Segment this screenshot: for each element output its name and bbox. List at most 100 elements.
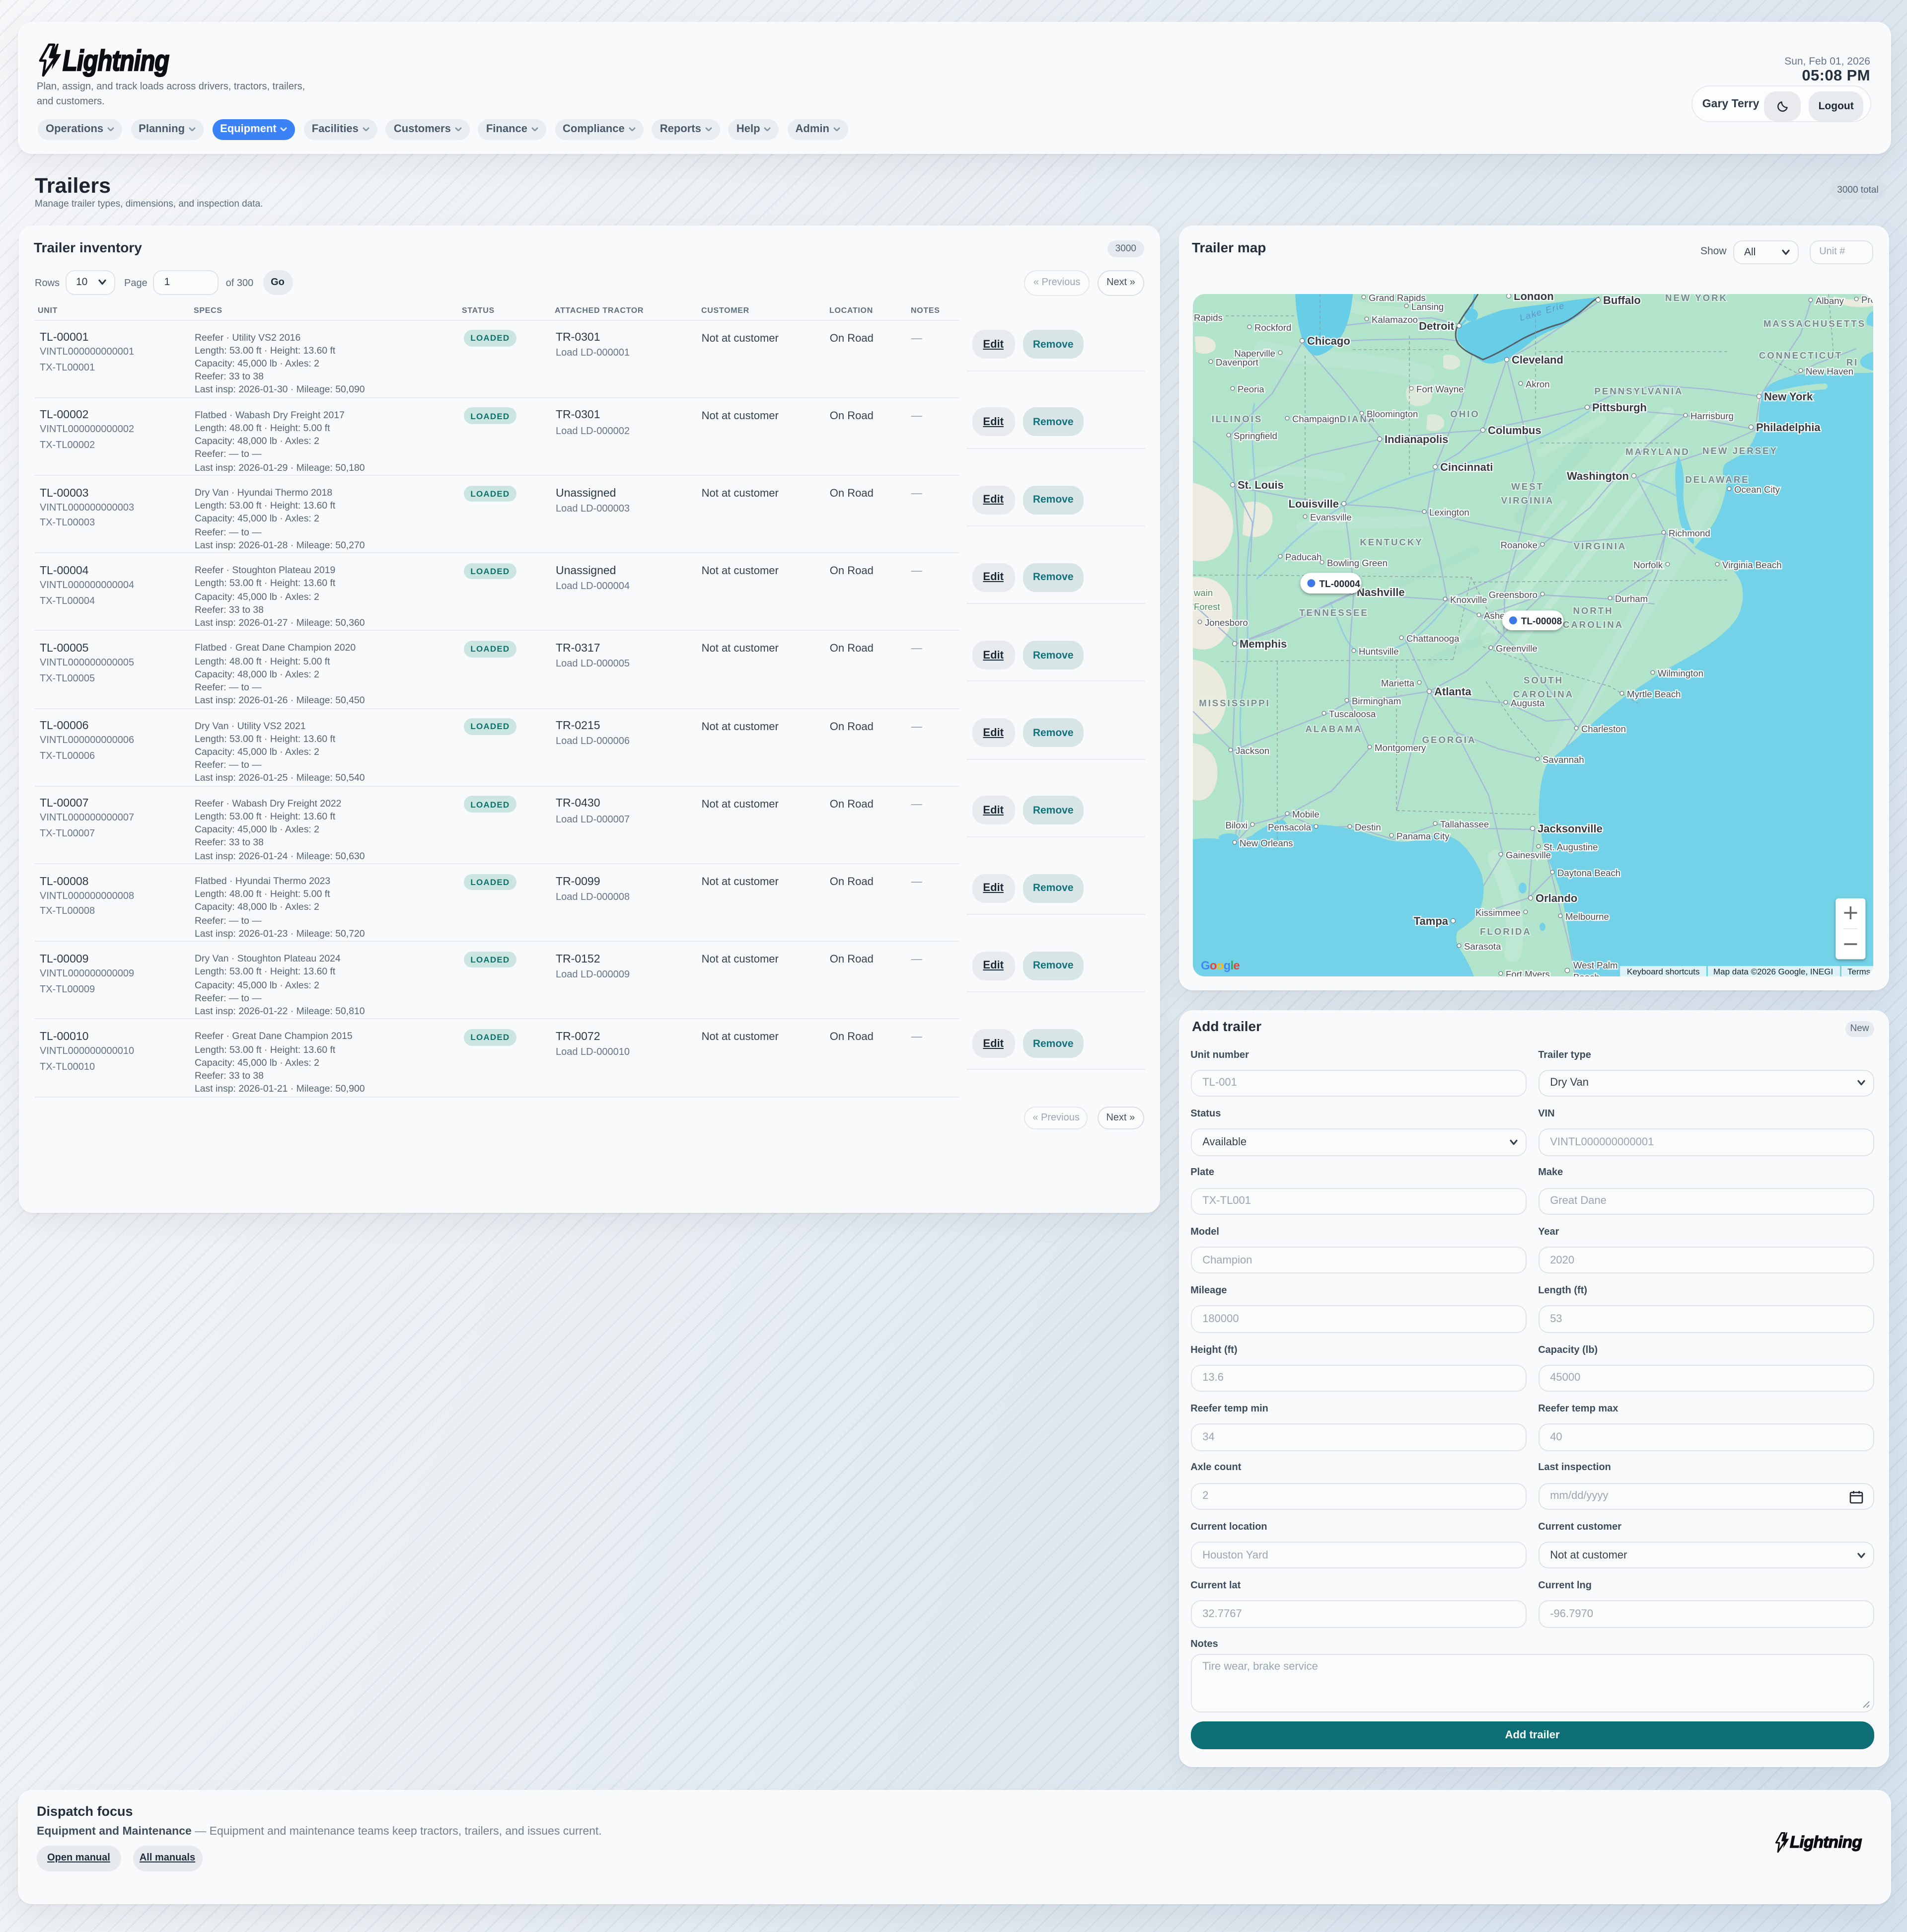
svg-text:Rapids: Rapids	[1194, 312, 1223, 323]
svg-text:Huntsville: Huntsville	[1359, 646, 1399, 657]
svg-text:NORTH: NORTH	[1573, 605, 1614, 616]
svg-text:Jacksonville: Jacksonville	[1538, 822, 1603, 835]
svg-text:Fort Myers: Fort Myers	[1506, 969, 1550, 976]
svg-text:Wilmington: Wilmington	[1658, 668, 1704, 678]
svg-text:St. Louis: St. Louis	[1238, 479, 1284, 491]
svg-text:Pensacola: Pensacola	[1268, 822, 1312, 832]
svg-text:Columbus: Columbus	[1488, 424, 1542, 437]
svg-text:Mobile: Mobile	[1293, 809, 1320, 819]
svg-text:CAROLINA: CAROLINA	[1514, 689, 1574, 699]
svg-text:Forest: Forest	[1194, 601, 1221, 612]
svg-text:KENTUCKY: KENTUCKY	[1360, 537, 1423, 547]
svg-text:MARYLAND: MARYLAND	[1626, 446, 1690, 457]
svg-text:New Haven: New Haven	[1806, 366, 1854, 376]
svg-text:SOUTH: SOUTH	[1524, 675, 1564, 685]
svg-text:Cleveland: Cleveland	[1512, 354, 1564, 366]
svg-text:Springfield: Springfield	[1234, 431, 1278, 441]
svg-text:Evansville: Evansville	[1311, 512, 1352, 522]
svg-text:Myrtle Beach: Myrtle Beach	[1627, 689, 1682, 699]
svg-text:Orlando: Orlando	[1536, 892, 1578, 904]
svg-text:FLORIDA: FLORIDA	[1480, 926, 1532, 937]
svg-text:Champaign: Champaign	[1293, 414, 1340, 424]
svg-text:PENNSYLVANIA: PENNSYLVANIA	[1595, 386, 1684, 396]
svg-text:NEW JERSEY: NEW JERSEY	[1703, 446, 1778, 456]
svg-text:Jonesboro: Jonesboro	[1205, 617, 1248, 628]
svg-text:TENNESSEE: TENNESSEE	[1300, 607, 1369, 618]
svg-text:Jackson: Jackson	[1236, 745, 1270, 756]
svg-text:CONNECTICUT: CONNECTICUT	[1759, 350, 1842, 361]
svg-text:Panama City: Panama City	[1397, 831, 1450, 841]
svg-text:Tallahassee: Tallahassee	[1441, 819, 1489, 829]
svg-text:Savannah: Savannah	[1543, 754, 1585, 765]
svg-text:Marietta: Marietta	[1381, 678, 1415, 688]
svg-text:Fort Wayne: Fort Wayne	[1417, 384, 1464, 394]
svg-text:Tampa: Tampa	[1414, 915, 1449, 927]
svg-text:St. Augustine: St. Augustine	[1544, 842, 1599, 852]
svg-text:Chicago: Chicago	[1308, 335, 1351, 347]
svg-text:Birmingham: Birmingham	[1352, 696, 1401, 706]
svg-text:DELAWARE: DELAWARE	[1686, 474, 1750, 485]
svg-text:London: London	[1514, 294, 1554, 302]
svg-text:INDIANA: INDIANA	[1327, 414, 1376, 424]
svg-text:Philadelphia: Philadelphia	[1757, 421, 1821, 434]
svg-text:Indianapolis: Indianapolis	[1385, 433, 1449, 446]
svg-text:VIRGINIA: VIRGINIA	[1574, 541, 1627, 551]
svg-text:Bowling Green: Bowling Green	[1327, 558, 1388, 568]
svg-text:OHIO: OHIO	[1451, 409, 1480, 419]
svg-text:ILLINOIS: ILLINOIS	[1212, 414, 1263, 424]
svg-text:Cincinnati: Cincinnati	[1441, 461, 1493, 473]
svg-text:Detroit: Detroit	[1419, 320, 1455, 332]
svg-text:New York: New York	[1764, 390, 1814, 403]
svg-text:Peoria: Peoria	[1238, 384, 1265, 394]
svg-text:West Palm: West Palm	[1574, 960, 1618, 970]
svg-text:Terms: Terms	[1848, 967, 1871, 976]
svg-text:MASSACHUSETTS: MASSACHUSETTS	[1763, 318, 1866, 329]
svg-text:Durham: Durham	[1615, 594, 1648, 604]
svg-text:Keyboard shortcuts: Keyboard shortcuts	[1627, 967, 1700, 976]
svg-text:Sarasota: Sarasota	[1465, 941, 1502, 952]
svg-text:Buffalo: Buffalo	[1604, 294, 1641, 306]
svg-text:TL-00004: TL-00004	[1320, 579, 1361, 590]
svg-text:Norfolk: Norfolk	[1634, 560, 1664, 570]
svg-text:Nashville: Nashville	[1357, 586, 1405, 598]
svg-text:Gainesville: Gainesville	[1506, 850, 1551, 860]
svg-text:Atlanta: Atlanta	[1435, 685, 1472, 698]
svg-text:Paducah: Paducah	[1286, 552, 1322, 562]
svg-text:Rockford: Rockford	[1255, 322, 1292, 333]
svg-text:VIRGINIA: VIRGINIA	[1501, 495, 1554, 506]
svg-text:Beach: Beach	[1574, 972, 1600, 976]
svg-text:Montgomery: Montgomery	[1375, 743, 1427, 753]
svg-text:Google: Google	[1201, 959, 1240, 972]
svg-text:Daytona Beach: Daytona Beach	[1558, 868, 1621, 878]
svg-text:Biloxi: Biloxi	[1226, 820, 1247, 830]
svg-text:Richmond: Richmond	[1669, 528, 1711, 538]
svg-text:Greenville: Greenville	[1496, 643, 1538, 654]
svg-text:wain: wain	[1194, 588, 1213, 598]
svg-text:Lexington: Lexington	[1430, 507, 1470, 518]
svg-text:New Orleans: New Orleans	[1240, 838, 1293, 848]
svg-text:GEORGIA: GEORGIA	[1422, 735, 1476, 745]
svg-text:Charleston: Charleston	[1582, 724, 1626, 734]
svg-text:Grand Rapids: Grand Rapids	[1369, 294, 1426, 303]
svg-text:Davenport: Davenport	[1216, 357, 1259, 368]
svg-text:Pittsburgh: Pittsburgh	[1593, 401, 1647, 414]
svg-text:Memphis: Memphis	[1240, 638, 1287, 650]
svg-text:Tuscaloosa: Tuscaloosa	[1329, 709, 1377, 719]
svg-text:Map data ©2026 Google, INEGI: Map data ©2026 Google, INEGI	[1714, 967, 1834, 976]
svg-text:Ocean City: Ocean City	[1735, 484, 1781, 495]
svg-text:Naperville: Naperville	[1235, 348, 1276, 359]
svg-text:RI: RI	[1846, 357, 1859, 368]
svg-text:Knoxville: Knoxville	[1451, 594, 1487, 605]
svg-text:Kissimmee: Kissimmee	[1476, 907, 1521, 918]
svg-text:Akron: Akron	[1526, 379, 1550, 389]
svg-text:CAROLINA: CAROLINA	[1563, 619, 1624, 630]
svg-text:Destin: Destin	[1355, 822, 1382, 832]
svg-text:Washington: Washington	[1567, 470, 1629, 482]
svg-text:Lansing: Lansing	[1412, 301, 1444, 312]
svg-text:Albany: Albany	[1816, 296, 1845, 306]
svg-text:ALABAMA: ALABAMA	[1306, 724, 1363, 734]
svg-text:NEW YORK: NEW YORK	[1666, 294, 1728, 303]
svg-text:Louisville: Louisville	[1289, 498, 1339, 510]
svg-text:Roanoke: Roanoke	[1501, 540, 1538, 550]
svg-text:Melbourne: Melbourne	[1566, 911, 1610, 922]
